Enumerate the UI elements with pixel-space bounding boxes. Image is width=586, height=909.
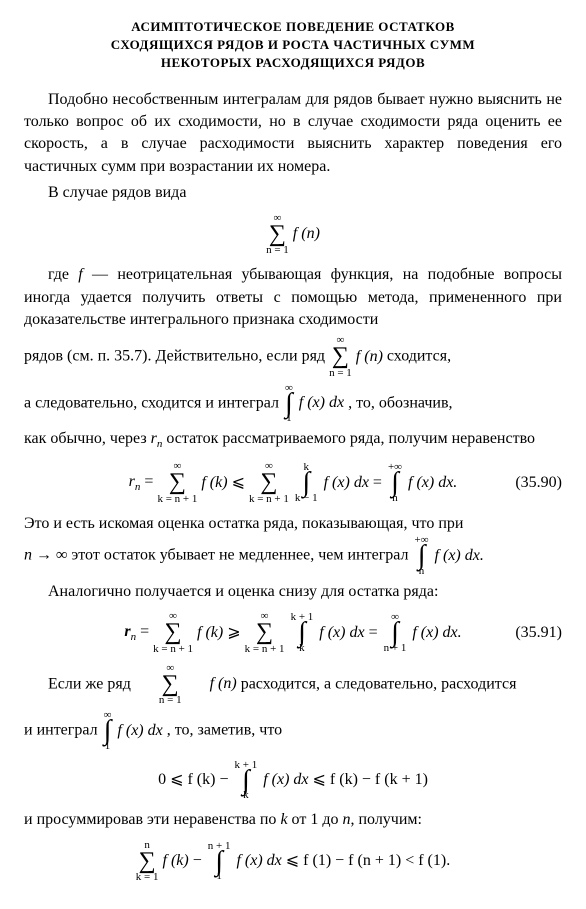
sum-symbol: ∞ ∑ n = 1	[266, 213, 289, 257]
paragraph-11: и просуммировав эти неравенства по k от …	[24, 809, 562, 831]
title-line-2: СХОДЯЩИХСЯ РЯДОВ И РОСТА ЧАСТИЧНЫХ СУММ	[111, 37, 475, 52]
paragraph-8: Аналогично получается и оценка снизу для…	[24, 581, 562, 603]
paragraph-6: как обычно, через rn остаток рассматрива…	[24, 428, 562, 453]
equation-35-91: rn = ∞∑k = n + 1 f (k) ⩾ ∞∑k = n + 1 k +…	[24, 611, 562, 655]
inline-integral: ∞ ∫ 1	[285, 383, 293, 425]
title-line-3: НЕКОТОРЫХ РАСХОДЯЩИХСЯ РЯДОВ	[161, 55, 425, 70]
page-title: АСИМПТОТИЧЕСКОЕ ПОВЕДЕНИЕ ОСТАТКОВ СХОДЯ…	[24, 18, 562, 73]
inline-sum: ∞∑n = 1	[135, 663, 182, 707]
equation-final: n∑k = 1 f (k) − n + 1∫1 f (x) dx ⩽ f (1)…	[24, 840, 562, 884]
paragraph-9: Если же ряд ∞∑n = 1 f (n) расходится, а …	[24, 663, 562, 707]
inline-sum: ∞ ∑ n = 1	[329, 335, 352, 379]
paragraph-5: а следовательно, сходится и интеграл ∞ ∫…	[24, 383, 562, 425]
inline-integral: +∞∫n	[415, 535, 429, 577]
equation-series: ∞ ∑ n = 1 f (n)	[24, 213, 562, 257]
equation-inequality: 0 ⩽ f (k) − k + 1∫k f (x) dx ⩽ f (k) − f…	[24, 760, 562, 802]
equation-number: (35.90)	[515, 472, 562, 494]
paragraph-10: и интеграл ∞∫1 f (x) dx , то, заметив, ч…	[24, 710, 562, 752]
paragraph-4: рядов (см. п. 35.7). Действительно, если…	[24, 335, 562, 379]
paragraph-3: где f — неотрицательная убывающая функци…	[24, 264, 562, 331]
paragraph-2: В случае рядов вида	[24, 182, 562, 204]
paragraph-1: Подобно несобственным интегралам для ряд…	[24, 89, 562, 179]
title-line-1: АСИМПТОТИЧЕСКОЕ ПОВЕДЕНИЕ ОСТАТКОВ	[131, 19, 455, 34]
equation-number: (35.91)	[515, 622, 562, 644]
equation-35-90: rn = ∞∑k = n + 1 f (k) ⩽ ∞∑k = n + 1 k∫k…	[24, 461, 562, 505]
paragraph-7: Это и есть искомая оценка остатка ряда, …	[24, 513, 562, 577]
inline-integral: ∞∫1	[104, 710, 112, 752]
